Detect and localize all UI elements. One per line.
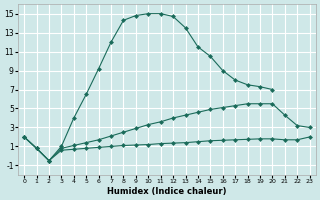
X-axis label: Humidex (Indice chaleur): Humidex (Indice chaleur) [107,187,227,196]
